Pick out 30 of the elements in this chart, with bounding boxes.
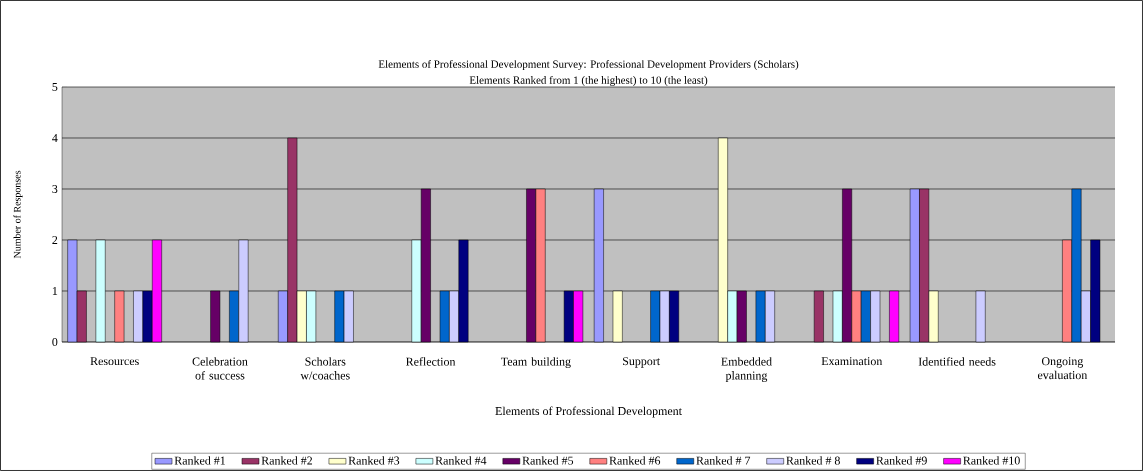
x-tick-label: Support [623,357,661,368]
chart-subtitle: Elements Ranked from 1 (the highest) to 10 (the least) [469,75,708,87]
legend-label: Ranked #5 [522,456,574,465]
legend-label: Ranked #1 [174,456,226,465]
y-tick-label: 5 [52,83,58,91]
x-tick-label: Reflection [406,357,456,366]
chart-title: Elements of Professional Development Survey: Professional Development Providers (Scholars) [378,60,799,71]
legend-label: Ranked #2 [261,456,313,465]
x-tick-label: Ongoing evaluation [1037,357,1088,380]
y-tick-label: 1 [52,287,58,295]
y-tick-label: 0 [52,337,58,347]
legend-label: Ranked # 8 [786,456,840,465]
y-tick-label: 2 [52,236,58,244]
x-tick-label: Resources [90,357,139,366]
legend-label: Ranked #4 [435,456,487,465]
x-tick-label: Celebration of success [192,357,248,380]
legend-label: Ranked #6 [609,456,661,465]
x-tick-label: Identified needs [918,357,996,366]
y-tick-label: 3 [52,184,58,193]
legend-label: Ranked # 7 [696,456,751,465]
x-axis-title: Elements of Professional Development [495,406,682,418]
legend-label: Ranked #3 [348,456,400,465]
x-tick-label: Scholars w/coaches [300,357,350,380]
y-axis-title: Number of Responses [13,170,23,259]
y-tick-label: 4 [52,134,58,142]
x-tick-label: Examination [821,357,883,366]
x-tick-label: Team building [500,357,571,369]
x-tick-label: Embedded planning [721,357,772,382]
legend-label: Ranked #9 [876,456,927,465]
legend-label: Ranked #10 [963,456,1020,465]
